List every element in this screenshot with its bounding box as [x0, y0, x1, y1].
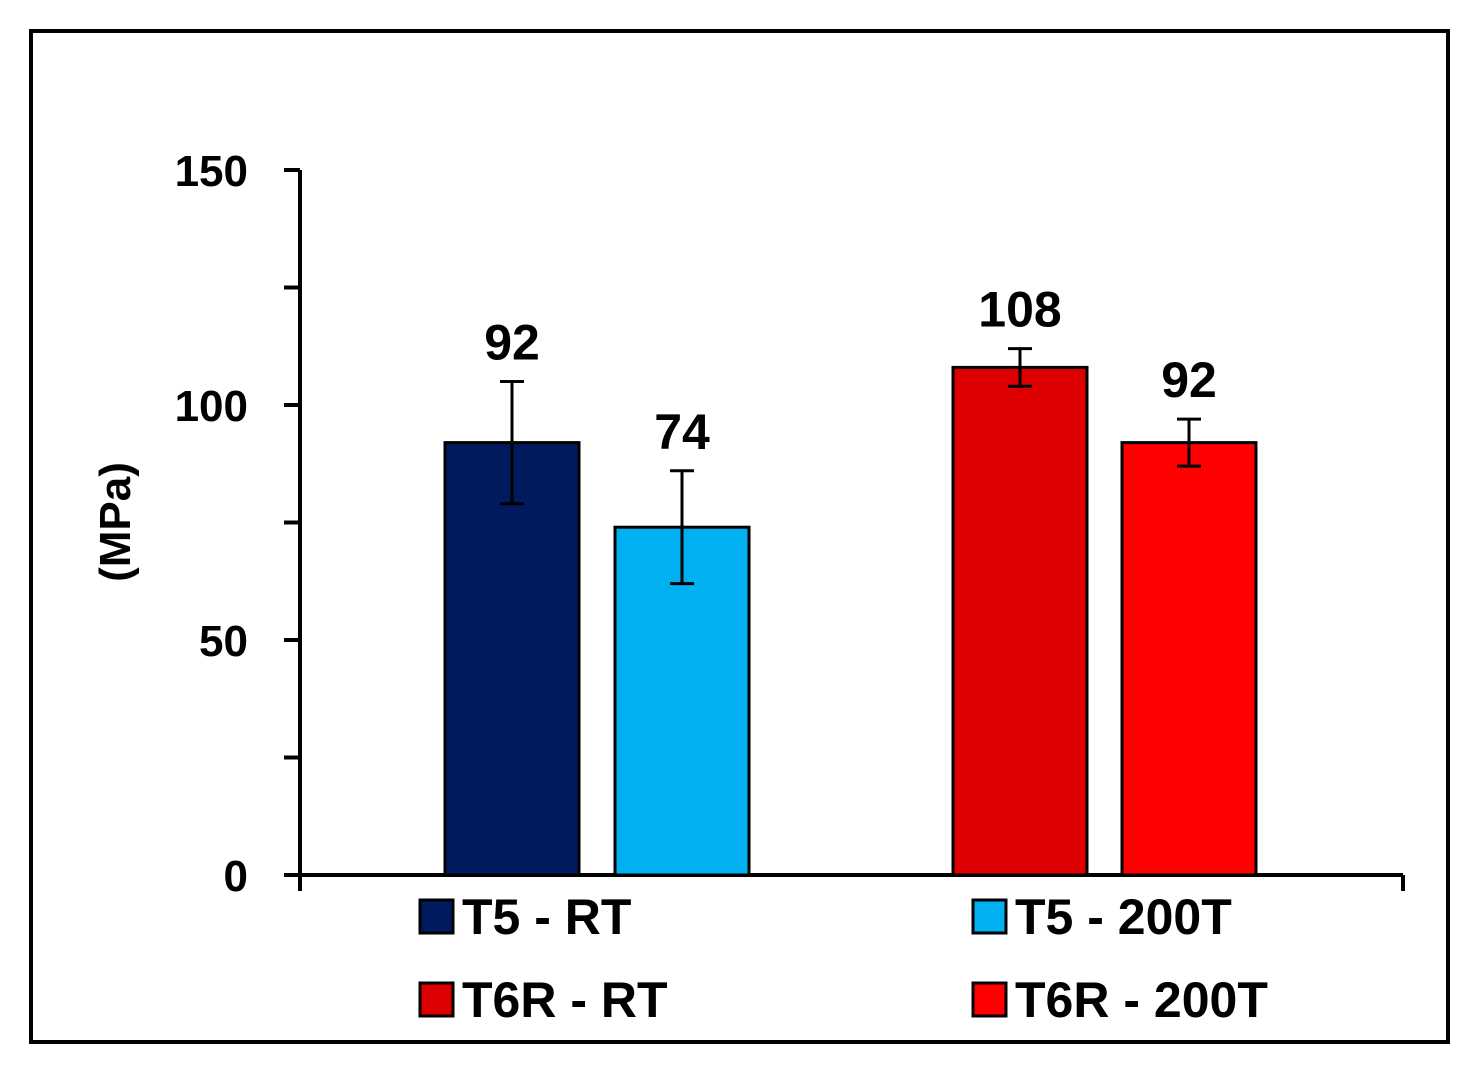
- data-label: 92: [1161, 352, 1217, 408]
- y-tick-label: 50: [199, 617, 248, 666]
- legend-label: T5 - 200T: [1015, 889, 1232, 945]
- bar: [1120, 441, 1258, 877]
- data-label: 108: [978, 282, 1061, 338]
- y-tick-label: 0: [224, 852, 248, 901]
- y-axis-title: (MPa): [91, 462, 140, 582]
- legend-swatch: [418, 981, 455, 1018]
- bar: [443, 441, 581, 877]
- data-labels: 92 74 108 92: [484, 282, 1217, 460]
- legend-label: T5 - RT: [462, 889, 631, 945]
- data-label: 74: [654, 404, 710, 460]
- y-tick-label: 100: [175, 382, 248, 431]
- error-bars: [500, 347, 1201, 586]
- legend-label: T6R - RT: [462, 972, 668, 1028]
- y-tick-label: 150: [175, 147, 248, 196]
- bar: [951, 365, 1089, 877]
- legend-swatch: [418, 898, 455, 935]
- legend-swatch: [971, 981, 1008, 1018]
- bar: [613, 525, 751, 877]
- legend-label: T6R - 200T: [1015, 972, 1268, 1028]
- legend: T5 - RT T5 - 200T T6R - RT T6R - 200T: [418, 889, 1268, 1028]
- legend-swatch: [971, 898, 1008, 935]
- data-label: 92: [484, 315, 540, 371]
